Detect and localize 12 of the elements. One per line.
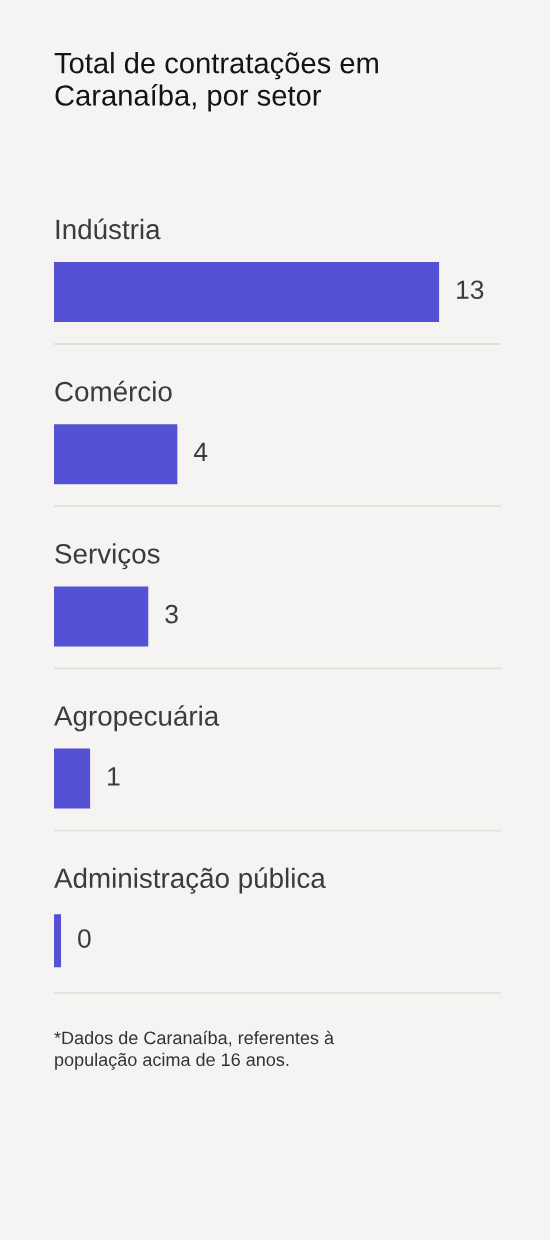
data-label: 3 <box>165 604 178 624</box>
annotation: *Dados de Caranaíba, referentes à população acima de 16 anos. <box>54 1030 335 1070</box>
y-tick-label: Comércio <box>55 380 172 402</box>
y-tick-label: Indústria <box>56 218 161 240</box>
y-tick-label: Agropecuária <box>54 705 220 732</box>
data-label: 0 <box>78 929 91 948</box>
data-label: 4 <box>193 442 208 462</box>
y-tick-label: Administração pública <box>54 867 326 894</box>
chart-title: Total de contratações em Caranaíba, por setor <box>54 52 378 112</box>
data-label: 13 <box>457 280 484 300</box>
data-label: 1 <box>108 767 120 786</box>
y-tick-label: Serviços <box>55 543 160 570</box>
